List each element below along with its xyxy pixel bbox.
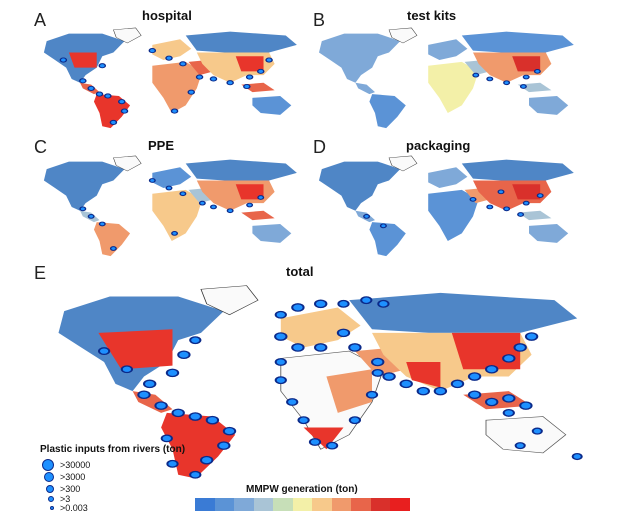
panel-letter-d: D (313, 137, 326, 157)
colorbar-segment (331, 498, 352, 511)
panel-title-total: total (286, 264, 314, 279)
legend-label: >300 (60, 484, 81, 494)
colorbar-segment (253, 498, 274, 511)
colorbar-segment (234, 498, 254, 511)
map-packaging (319, 155, 574, 257)
panel-title-test-kits: test kits (407, 8, 457, 23)
colorbar-segment (312, 498, 332, 511)
panel-letter-c: C (34, 137, 47, 157)
panel-letter-b: B (313, 10, 326, 30)
legend-circle-icon (46, 485, 54, 493)
legend-circle-icon (44, 472, 54, 482)
colorbar-segment (370, 498, 391, 511)
legend-circle-icon (42, 459, 54, 471)
panel-letter-e: E (34, 263, 47, 283)
colorbar-segment (292, 498, 313, 511)
map-total (58, 285, 583, 479)
legend-title: Plastic inputs from rivers (ton) (40, 444, 186, 455)
legend-label: >3 (60, 494, 71, 504)
legend-label: >30000 (60, 460, 91, 470)
colorbar-segment (390, 498, 411, 511)
colorbar-segment (351, 498, 371, 511)
legend-label: >3000 (60, 472, 86, 482)
panel-title-hospital: hospital (142, 8, 192, 23)
map-ppe (43, 155, 297, 257)
panel-title-packaging: packaging (406, 138, 471, 153)
legend-circle-icon (48, 496, 54, 502)
map-test-kits (319, 27, 574, 129)
colorbar-title: MMPW generation (ton) (246, 484, 358, 495)
panel-letter-a: A (34, 10, 47, 30)
colorbar-segment (195, 498, 215, 511)
colorbar-segment (273, 498, 293, 511)
map-hospital (43, 27, 297, 129)
legend-item: >3 (45, 494, 70, 504)
colorbar-segment (214, 498, 235, 511)
legend-circle-icon (50, 506, 54, 510)
legend-label: >0.003 (60, 503, 88, 513)
legend-item: >3000 (43, 472, 85, 482)
panel-title-ppe: PPE (148, 138, 175, 153)
legend-item: >0.003 (46, 503, 88, 513)
colorbar (195, 498, 411, 511)
legend-item: >30000 (42, 459, 90, 471)
legend-item: >300 (44, 484, 80, 494)
